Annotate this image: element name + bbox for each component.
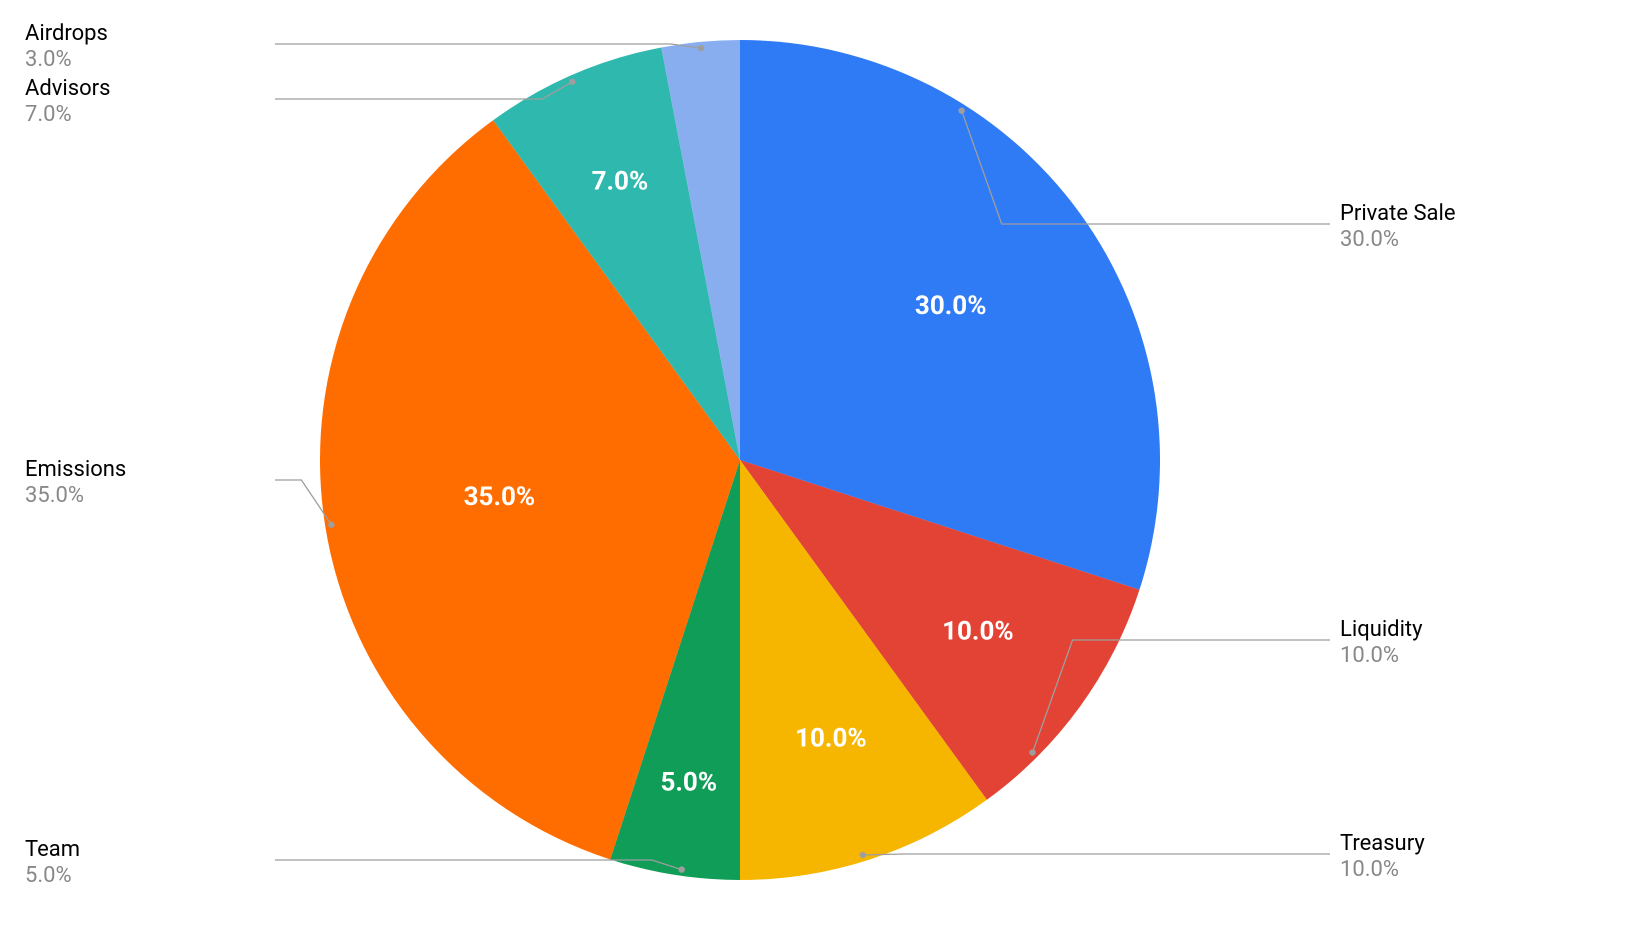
- callout-label: Team: [25, 837, 80, 862]
- callout-value: 10.0%: [1340, 643, 1399, 668]
- slice-percent-label: 5.0%: [660, 767, 717, 797]
- callout-label: Liquidity: [1340, 617, 1423, 642]
- callout-value: 30.0%: [1340, 227, 1399, 252]
- pie-chart: 30.0% 10.0% 10.0% 5.0% 35.0% 7.0% Private Sale…: [0, 0, 1630, 934]
- slice-percent-label: 35.0%: [464, 482, 536, 512]
- callout-value: 7.0%: [25, 102, 72, 127]
- leader-line: [275, 82, 572, 99]
- slice-percent-label: 10.0%: [942, 617, 1014, 647]
- callout-label: Advisors: [25, 76, 110, 101]
- callout-value: 5.0%: [25, 863, 72, 888]
- callout-value: 10.0%: [1340, 857, 1399, 882]
- callout-value: 35.0%: [25, 483, 84, 508]
- callout-label: Airdrops: [25, 21, 108, 46]
- callout-value: 3.0%: [25, 47, 72, 72]
- callout-label: Private Sale: [1340, 201, 1456, 226]
- callout-label: Treasury: [1340, 831, 1425, 856]
- leader-line: [275, 44, 701, 48]
- slice-percent-label: 30.0%: [915, 291, 987, 321]
- slice-percent-label: 7.0%: [592, 166, 649, 196]
- callout-label: Emissions: [25, 457, 126, 482]
- slice-percent-label: 10.0%: [795, 723, 867, 753]
- leader-line: [863, 854, 1330, 855]
